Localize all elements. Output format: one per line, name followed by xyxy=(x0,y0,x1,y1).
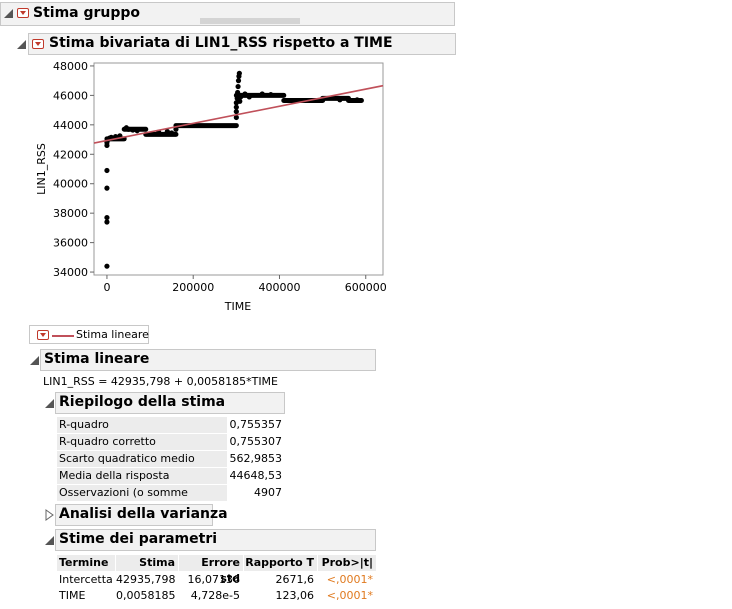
summary-value: 4907 xyxy=(254,486,282,499)
data-point xyxy=(233,104,239,110)
data-point xyxy=(236,70,242,76)
params-col-stderr: Errore std xyxy=(179,555,243,585)
summary-header xyxy=(55,392,285,414)
summary-value: 562,9853 xyxy=(229,452,283,465)
params-tratio: 2671,6 xyxy=(275,573,315,586)
params-col-estimate: Stima xyxy=(116,555,178,571)
data-point xyxy=(237,98,243,104)
expand-triangle-icon[interactable] xyxy=(45,509,54,521)
x-axis-label: TIME xyxy=(224,300,251,313)
y-tick-label: 36000 xyxy=(53,237,88,250)
params-term: TIME xyxy=(59,589,86,602)
params-tratio: 123,06 xyxy=(275,589,315,602)
collapse-triangle-icon[interactable] xyxy=(30,356,39,365)
y-tick-label: 44000 xyxy=(53,119,88,132)
data-point xyxy=(104,167,110,174)
data-point xyxy=(268,92,274,98)
data-point xyxy=(337,97,343,103)
data-point xyxy=(233,114,239,121)
data-point xyxy=(235,78,242,84)
summary-label: R-quadro xyxy=(57,417,227,433)
summary-label: Media della risposta xyxy=(57,468,227,484)
data-point xyxy=(246,94,252,100)
collapse-triangle-icon[interactable] xyxy=(4,9,13,18)
legend-label: Stima lineare xyxy=(76,328,149,341)
data-point xyxy=(104,214,110,221)
anova-header xyxy=(55,504,213,526)
params-stderr: 4,728e-5 xyxy=(190,589,240,602)
summary-label: Osservazioni (o somme pesate) xyxy=(57,485,227,515)
fit-equation: LIN1_RSS = 42935,798 + 0,0058185*TIME xyxy=(43,375,279,388)
data-point xyxy=(173,126,179,132)
data-point xyxy=(125,126,132,132)
params-col-prob: Prob>|t| xyxy=(318,555,376,571)
fit-line xyxy=(93,84,384,144)
x-tick-label: 400000 xyxy=(258,281,300,294)
y-tick-label: 46000 xyxy=(53,89,88,102)
params-estimate: 42935,798 xyxy=(116,573,176,586)
y-tick-label: 40000 xyxy=(53,178,88,191)
params-header xyxy=(55,529,376,551)
summary-value: 44648,53 xyxy=(229,469,283,482)
data-point xyxy=(354,97,360,103)
params-estimate: 0,0058185 xyxy=(116,589,176,602)
params-term: Intercetta xyxy=(59,573,113,586)
data-point xyxy=(235,89,241,96)
params-stderr: 16,07136 xyxy=(187,573,241,586)
group-title: Stima gruppo xyxy=(33,5,141,21)
data-point xyxy=(238,94,244,100)
bivariate-title: Stima bivariata di LIN1_RSS rispetto a T… xyxy=(49,35,393,51)
data-point xyxy=(242,91,248,97)
scatter-chart: 0 200000 400000 600000 34000 36000 38000 40000… xyxy=(35,60,387,313)
x-tick-label: 200000 xyxy=(172,281,214,294)
summary-label: Scarto quadratico medio xyxy=(57,451,227,467)
data-point xyxy=(104,185,110,191)
red-triangle-menu-icon[interactable] xyxy=(17,8,29,18)
y-axis-label: LIN1_RSS xyxy=(35,143,48,195)
data-point xyxy=(164,128,170,135)
summary-title: Riepilogo della stima xyxy=(59,394,226,410)
summary-label: R-quadro corretto xyxy=(57,434,227,450)
params-col-tratio: Rapporto T xyxy=(244,555,317,571)
params-col-term: Termine xyxy=(57,555,115,571)
x-tick-label: 0 xyxy=(103,281,110,294)
data-point xyxy=(104,263,110,269)
legend-line-swatch xyxy=(52,335,74,337)
collapse-triangle-icon[interactable] xyxy=(45,536,54,545)
data-point xyxy=(259,91,265,97)
linear-fit-header xyxy=(40,349,376,371)
group-header-shadow xyxy=(200,18,300,24)
data-point xyxy=(104,219,110,225)
y-tick-label: 38000 xyxy=(53,207,88,220)
red-triangle-menu-icon[interactable] xyxy=(37,330,49,340)
collapse-triangle-icon[interactable] xyxy=(17,40,26,49)
y-tick-label: 48000 xyxy=(53,60,88,73)
params-title: Stime dei parametri xyxy=(59,531,218,547)
summary-value: 0,755357 xyxy=(229,418,283,431)
y-tick-label: 42000 xyxy=(53,148,88,161)
summary-value: 0,755307 xyxy=(229,435,283,448)
data-point xyxy=(169,130,175,136)
data-point xyxy=(134,128,140,134)
legend-box xyxy=(29,325,149,344)
x-tick-label: 600000 xyxy=(345,281,387,294)
data-point xyxy=(130,127,136,133)
bivariate-header xyxy=(28,33,456,55)
linear-fit-title: Stima lineare xyxy=(44,351,150,367)
red-triangle-menu-icon[interactable] xyxy=(32,39,44,49)
anova-title: Analisi della varianza xyxy=(59,506,228,522)
params-prob: <,0001* xyxy=(326,589,373,602)
collapse-triangle-icon[interactable] xyxy=(45,399,54,408)
data-point xyxy=(233,108,239,115)
params-prob: <,0001* xyxy=(326,573,373,586)
y-tick-label: 34000 xyxy=(53,266,88,279)
data-point xyxy=(235,83,241,90)
